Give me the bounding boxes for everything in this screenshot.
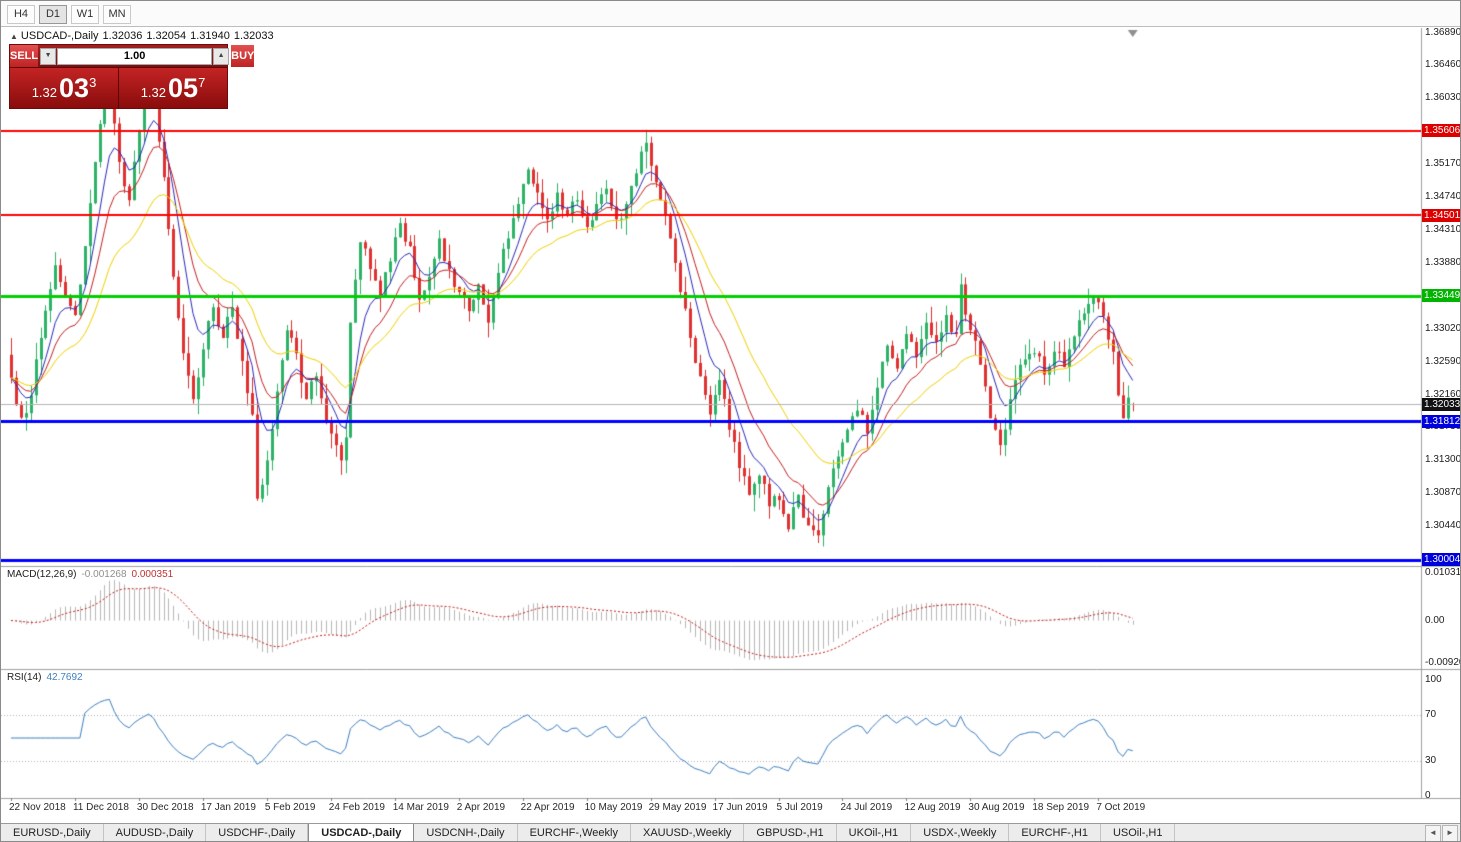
timeframe-button-mn[interactable]: MN [103,4,131,24]
timeframe-toolbar: H4 D1 W1 MN [1,1,1460,27]
spinner-down-icon: ▼ [44,51,52,59]
chart-tab-bar: EURUSD-,Daily AUDUSD-,Daily USDCHF-,Daily U… [1,823,1460,841]
timeframe-button-d1[interactable]: D1 [39,4,67,24]
arrow-left-icon: ◄ [1429,827,1437,837]
ask-prefix: 1.32 [140,84,167,100]
ohlc-low: 1.31940 [190,30,230,42]
chart-tab[interactable]: AUDUSD-,Daily [104,824,207,841]
chart-tab[interactable]: USDX-,Weekly [911,824,1010,841]
ohlc-open: 1.32036 [102,30,143,42]
volume-increase-button[interactable]: ▲ [213,47,230,65]
chart-ohlc-header: ▲ USDCAD-,Daily 1.32036 1.32054 1.31940 1.320… [10,30,278,42]
collapse-trade-panel-icon[interactable]: ▲ [10,32,18,41]
volume-decrease-button[interactable]: ▼ [40,47,57,65]
arrow-right-icon: ► [1446,827,1454,837]
chart-tab[interactable]: EURUSD-,Daily [1,824,104,841]
tabs-scroll-right-button[interactable]: ► [1442,824,1458,841]
chart-tab[interactable]: GBPUSD-,H1 [744,824,837,841]
chart-tab[interactable]: EURCHF-,H1 [1009,824,1101,841]
chart-tab[interactable]: USDCNH-,Daily [414,824,518,841]
buy-button[interactable]: BUY [231,45,255,67]
timeframe-button-w1[interactable]: W1 [71,4,99,24]
ask-pips: 05 [168,73,199,103]
chart-tab[interactable]: USOil-,H1 [1101,824,1176,841]
ask-pipette: 7 [198,75,206,90]
ohlc-high: 1.32054 [146,30,187,42]
chart-tab[interactable]: UKOil-,H1 [837,824,912,841]
bid-pipette: 3 [89,75,97,90]
ohlc-close: 1.32033 [233,30,274,42]
sell-quote-button[interactable]: 1.32 03 3 [10,68,119,108]
chart-tab[interactable]: USDCHF-,Daily [206,824,309,841]
spinner-up-icon: ▲ [217,51,225,59]
sell-button[interactable]: SELL [10,45,39,67]
bid-prefix: 1.32 [31,84,58,100]
chart-title: USDCAD-,Daily [20,30,99,42]
one-click-trading-panel: SELL ▼ ▲ BUY 1.32 03 3 1.32 05 7 [9,44,255,109]
volume-input[interactable] [57,47,213,65]
chart-tab[interactable]: XAUUSD-,Weekly [631,824,745,841]
chart-tab[interactable]: USDCAD-,Daily [308,824,415,841]
chart-tab[interactable]: EURCHF-,Weekly [518,824,631,841]
tabs-scroll-left-button[interactable]: ◄ [1425,824,1441,841]
bid-pips: 03 [59,73,90,103]
buy-quote-button[interactable]: 1.32 05 7 [119,68,227,108]
timeframe-button-h4[interactable]: H4 [7,4,35,24]
